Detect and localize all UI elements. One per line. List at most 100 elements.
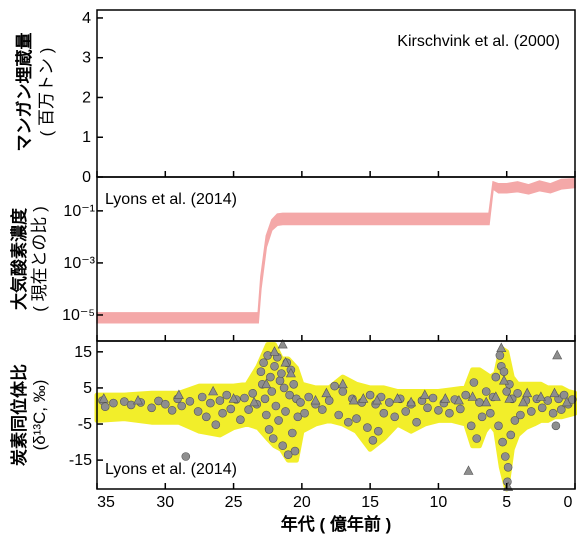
y-tick-label: 2 <box>82 89 91 106</box>
carbon-data-triangle <box>392 393 403 403</box>
carbon-data-point <box>202 412 211 422</box>
carbon-data-triangle <box>535 391 546 401</box>
carbon-data-triangle <box>280 357 291 367</box>
carbon-data-point <box>485 408 495 418</box>
carbon-data-triangle <box>310 394 321 405</box>
carbon-data-point <box>373 426 383 436</box>
carbon-data-point <box>466 421 476 431</box>
oxygen-y-label: 大気酸素濃度 <box>9 207 29 310</box>
carbon-data-triangle <box>504 393 515 403</box>
carbon-data-point <box>154 396 163 406</box>
carbon-data-triangle <box>358 393 369 403</box>
carbon-data-point <box>226 404 236 414</box>
carbon-data-point <box>206 398 215 408</box>
carbon-data-point <box>120 397 129 406</box>
y-tick-label: 10⁻³ <box>63 255 95 272</box>
carbon-data-triangle <box>277 338 288 349</box>
carbon-data-triangle <box>348 394 359 405</box>
carbon-data-triangle <box>133 394 143 405</box>
carbon-data-point <box>275 376 285 386</box>
carbon-data-point <box>248 388 257 398</box>
carbon-data-triangle <box>496 342 507 353</box>
carbon-data-point <box>244 405 253 414</box>
carbon-data-triangle <box>208 385 219 396</box>
x-axis-ticks: 35 30 25 20 15 10 5 0 <box>96 171 576 511</box>
manganese-annotation: Kirschvink et al. (2000) <box>397 33 560 50</box>
carbon-data-point <box>278 441 288 451</box>
carbon-data-point <box>211 420 221 430</box>
x-tick-label: 30 <box>156 494 174 511</box>
carbon-data-point <box>537 403 547 413</box>
carbon-data-triangle <box>467 391 478 401</box>
carbon-y-sublabel: (δ¹³C, ‰) <box>30 380 49 451</box>
carbon-data-triangle <box>549 387 560 398</box>
carbon-data-point <box>423 403 432 413</box>
carbon-data-point <box>363 423 372 432</box>
carbon-data-point <box>281 407 290 416</box>
carbon-data-point <box>503 462 513 472</box>
carbon-data-point <box>494 421 503 431</box>
carbon-data-point <box>498 437 507 447</box>
carbon-data-point <box>261 410 271 420</box>
carbon-data-point <box>293 412 303 422</box>
carbon-data-point <box>352 414 361 423</box>
y-tick-label: 5 <box>83 380 92 397</box>
carbon-data-point <box>324 396 334 405</box>
carbon-data-point <box>384 398 394 407</box>
carbon-points <box>98 338 577 492</box>
y-tick-label: 10⁻¹ <box>63 203 95 220</box>
carbon-data-triangle <box>249 396 260 407</box>
carbon-data-point <box>268 434 278 443</box>
carbon-data-triangle <box>285 367 296 378</box>
carbon-data-triangle <box>406 396 417 407</box>
carbon-data-triangle <box>261 378 272 389</box>
carbon-data-point <box>259 358 268 368</box>
carbon-data-point <box>445 408 454 418</box>
carbon-data-point <box>147 403 156 413</box>
x-tick-label: 20 <box>293 494 311 511</box>
y-tick-label: 4 <box>82 10 91 27</box>
carbon-data-point <box>455 404 465 414</box>
carbon-data-point <box>379 408 389 418</box>
carbon-data-point <box>197 392 207 402</box>
carbon-data-point <box>510 416 520 425</box>
x-tick-label: 10 <box>430 494 448 511</box>
carbon-data-point <box>285 390 294 400</box>
carbon-y-label: 炭素同位体比 <box>9 364 29 466</box>
carbon-data-point <box>477 412 487 422</box>
carbon-data-point <box>185 396 195 406</box>
carbon-data-point <box>412 417 421 427</box>
carbon-data-point <box>256 367 266 377</box>
carbon-data-point <box>215 396 225 405</box>
carbon-data-triangle <box>419 389 430 399</box>
carbon-data-point <box>481 387 491 396</box>
carbon-annotation: Lyons et al. (2014) <box>105 461 237 478</box>
carbon-data-point <box>343 417 353 427</box>
carbon-data-point <box>338 387 348 396</box>
carbon-data-point <box>218 408 227 418</box>
carbon-data-point <box>401 407 411 416</box>
carbon-data-point <box>274 416 283 425</box>
carbon-data-point <box>181 452 191 461</box>
carbon-data-point <box>126 400 136 410</box>
carbon-data-point <box>300 408 309 418</box>
y-tick-label: -15 <box>69 452 92 469</box>
carbon-data-point <box>472 434 482 443</box>
carbon-data-point <box>283 450 293 460</box>
y-tick-label: 0 <box>82 169 91 186</box>
carbon-data-point <box>513 388 522 398</box>
carbon-data-point <box>526 407 536 416</box>
y-tick-label: 3 <box>82 50 91 67</box>
carbon-data-point <box>368 435 378 445</box>
carbon-data-point <box>266 372 275 382</box>
manganese-y-ticks: 0 1 2 3 4 <box>82 10 103 186</box>
oxygen-y-sublabel: ( 現在との比 ) <box>30 206 49 312</box>
x-tick-label: 0 <box>564 494 573 511</box>
carbon-data-point <box>109 398 118 408</box>
carbon-data-point <box>296 398 305 407</box>
panel-carbon: 15 5 -5 -15 Lyons et al. (2014) 炭素同位体比 (δ¹³… <box>9 338 577 492</box>
carbon-data-triangle <box>98 393 109 403</box>
carbon-data-point <box>277 369 286 378</box>
carbon-data-triangle <box>228 393 239 403</box>
